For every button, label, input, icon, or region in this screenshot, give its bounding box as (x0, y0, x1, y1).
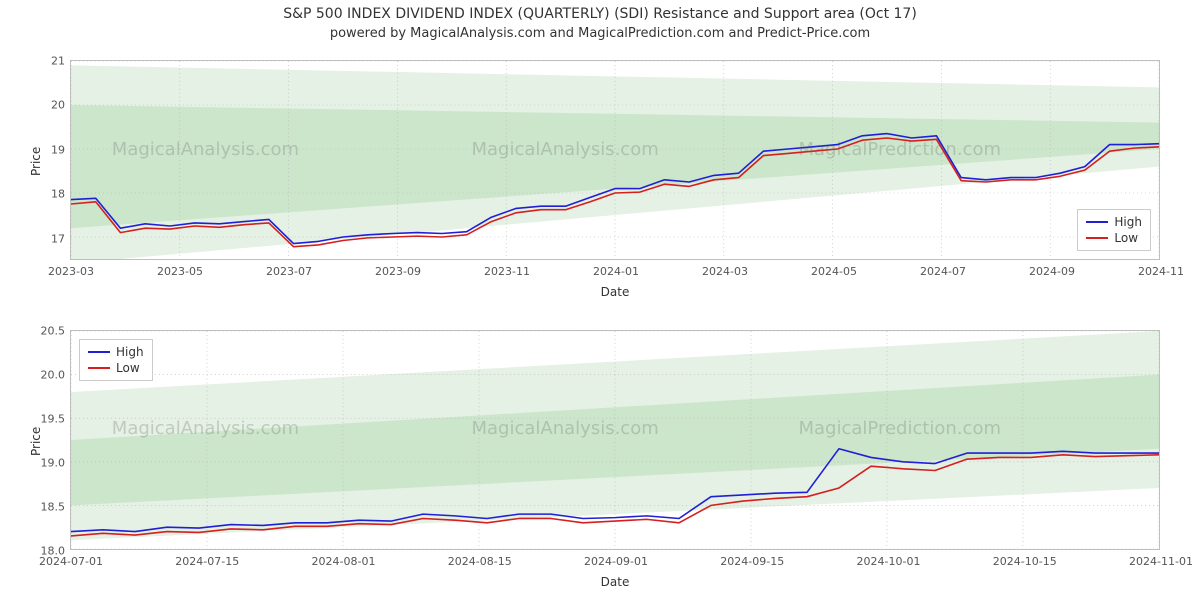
legend-label-high: High (116, 344, 144, 360)
x-tick: 2024-08-15 (448, 555, 512, 568)
y-axis-label: Price (29, 147, 43, 176)
legend-label-high: High (1114, 214, 1142, 230)
x-tick: 2024-09 (1029, 265, 1075, 278)
x-tick: 2024-10-15 (993, 555, 1057, 568)
x-tick: 2023-03 (48, 265, 94, 278)
y-tick: 20.5 (41, 325, 66, 338)
x-tick: 2024-01 (593, 265, 639, 278)
chart-panel-top: 17181920212023-032023-052023-072023-0920… (70, 60, 1160, 260)
x-axis-label: Date (71, 575, 1159, 589)
x-axis-label: Date (71, 285, 1159, 299)
legend-label-low: Low (116, 360, 140, 376)
x-tick: 2024-11 (1138, 265, 1184, 278)
x-tick: 2024-07-01 (39, 555, 103, 568)
x-tick: 2023-05 (157, 265, 203, 278)
legend: HighLow (79, 339, 153, 381)
y-tick: 19.5 (41, 413, 66, 426)
y-tick: 19 (51, 143, 65, 156)
x-tick: 2024-03 (702, 265, 748, 278)
x-tick: 2024-07 (920, 265, 966, 278)
y-tick: 20 (51, 99, 65, 112)
y-tick: 20.0 (41, 369, 66, 382)
chart-panel-bottom: 18.018.519.019.520.020.52024-07-012024-0… (70, 330, 1160, 550)
y-tick: 19.0 (41, 457, 66, 470)
y-axis-label: Price (29, 427, 43, 456)
x-tick: 2024-10-01 (857, 555, 921, 568)
x-tick: 2024-05 (811, 265, 857, 278)
y-tick: 18 (51, 188, 65, 201)
legend: HighLow (1077, 209, 1151, 251)
x-tick: 2023-11 (484, 265, 530, 278)
legend-swatch-low (88, 367, 110, 369)
chart-svg-top (71, 61, 1159, 259)
chart-subtitle: powered by MagicalAnalysis.com and Magic… (0, 26, 1200, 41)
legend-item-high: High (1086, 214, 1142, 230)
x-tick: 2024-11-01 (1129, 555, 1193, 568)
legend-item-low: Low (1086, 230, 1142, 246)
x-tick: 2024-08-01 (312, 555, 376, 568)
legend-swatch-high (1086, 221, 1108, 223)
figure: S&P 500 INDEX DIVIDEND INDEX (QUARTERLY)… (0, 0, 1200, 600)
legend-item-high: High (88, 344, 144, 360)
x-tick: 2023-07 (266, 265, 312, 278)
legend-item-low: Low (88, 360, 144, 376)
x-tick: 2023-09 (375, 265, 421, 278)
x-tick: 2024-09-01 (584, 555, 648, 568)
legend-label-low: Low (1114, 230, 1138, 246)
chart-title: S&P 500 INDEX DIVIDEND INDEX (QUARTERLY)… (0, 6, 1200, 22)
x-tick: 2024-07-15 (175, 555, 239, 568)
legend-swatch-low (1086, 237, 1108, 239)
y-tick: 21 (51, 55, 65, 68)
chart-svg-bottom (71, 331, 1159, 549)
legend-swatch-high (88, 351, 110, 353)
y-tick: 17 (51, 232, 65, 245)
y-tick: 18.5 (41, 501, 66, 514)
x-tick: 2024-09-15 (720, 555, 784, 568)
